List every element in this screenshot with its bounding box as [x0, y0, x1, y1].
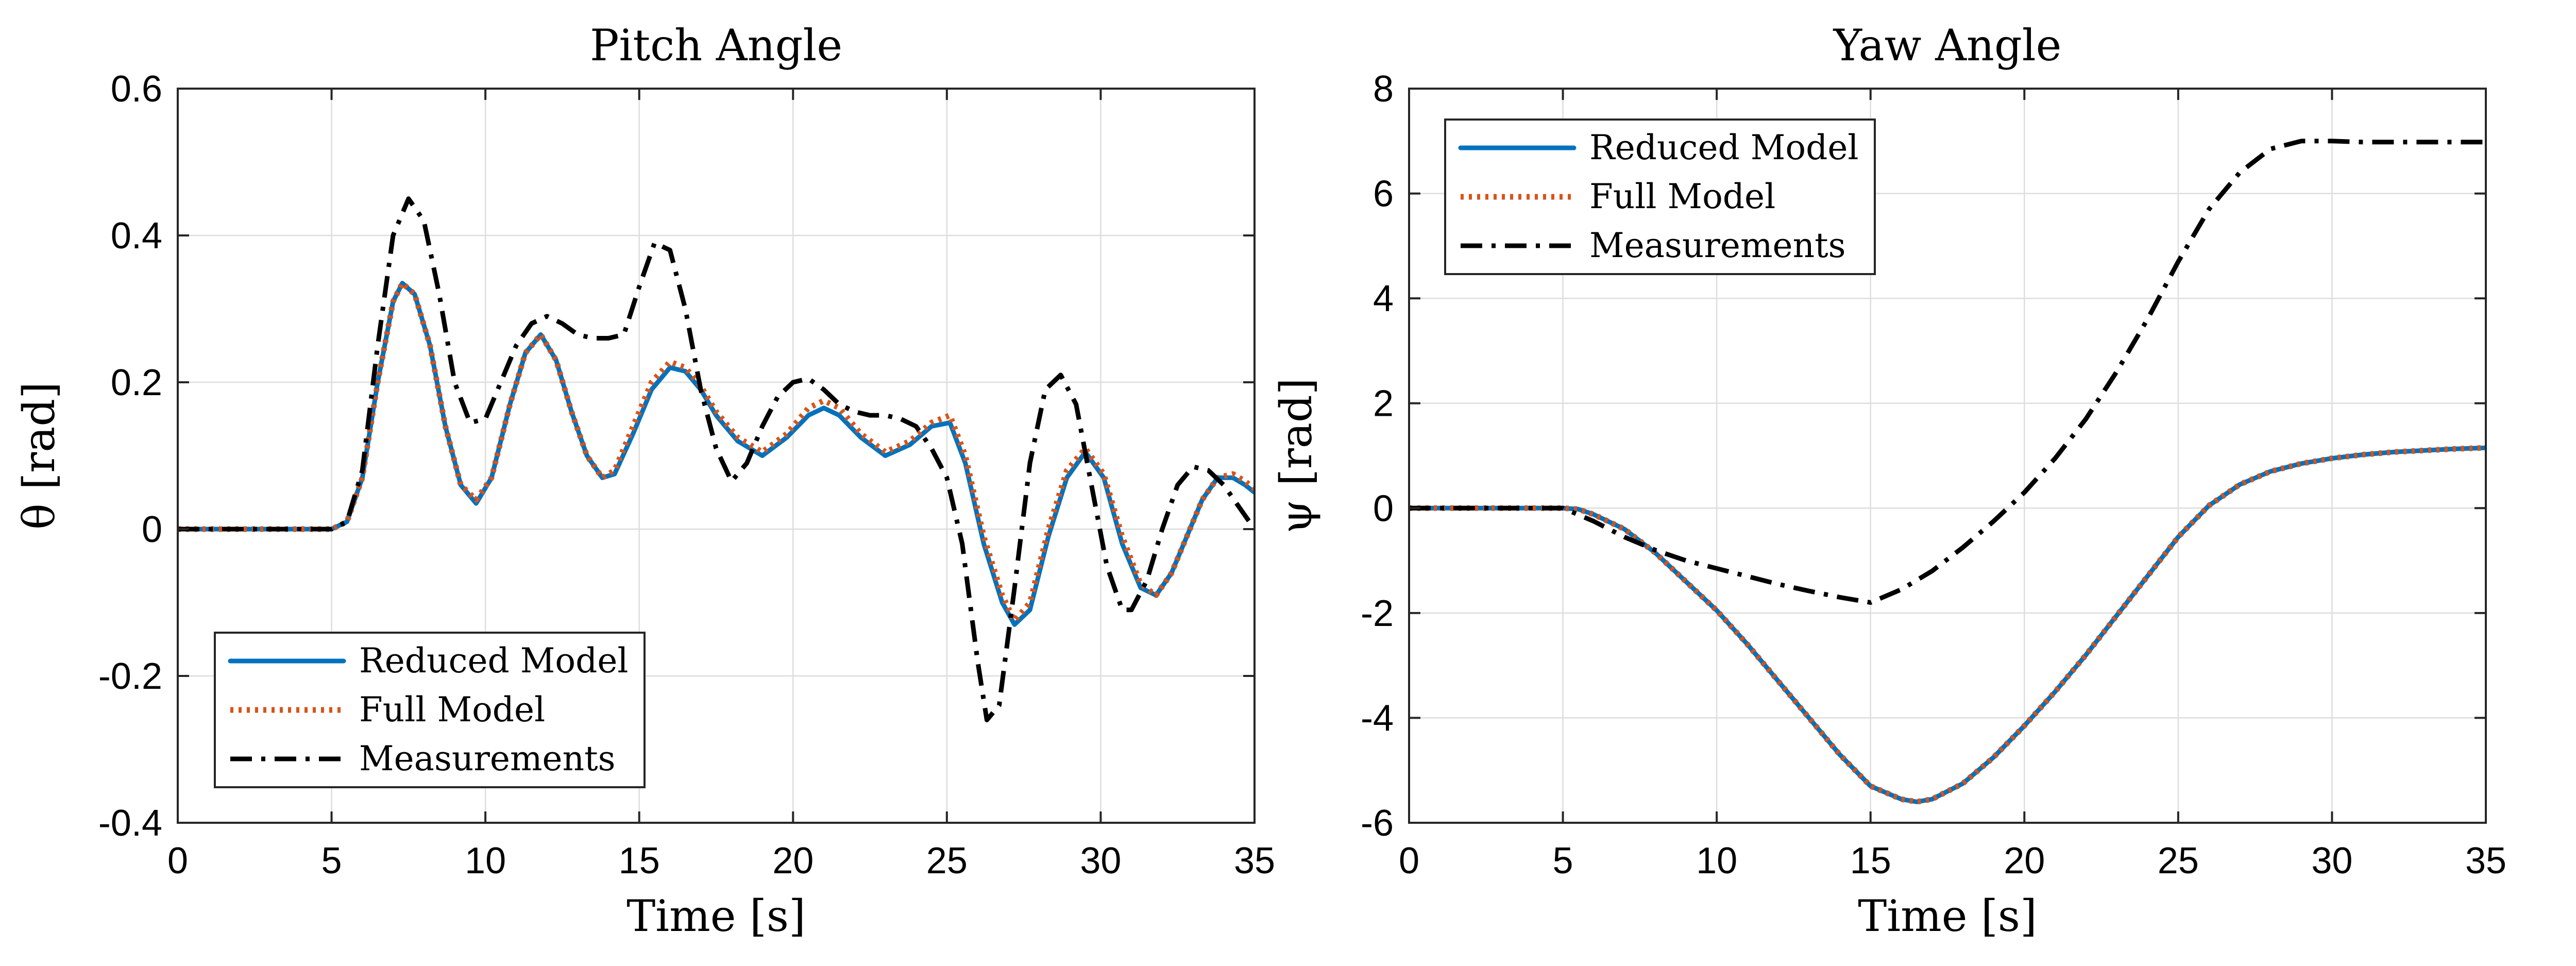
y-tick-label: -0.4 — [98, 803, 162, 844]
x-tick-label: 25 — [926, 840, 968, 882]
x-tick-label: 15 — [1850, 840, 1891, 882]
y-tick-label: -6 — [1361, 803, 1394, 844]
chart-title: Yaw Angle — [1833, 20, 2062, 71]
x-tick-label: 10 — [1696, 840, 1737, 882]
x-tick-label: 0 — [1399, 840, 1419, 882]
legend-box — [214, 632, 646, 788]
y-tick-label: 0 — [142, 509, 162, 550]
x-tick-label: 10 — [465, 840, 506, 882]
y-tick-label: 0.4 — [111, 215, 162, 257]
series-group — [178, 196, 1255, 722]
chart-panel-1: 0 5 10 15 20 25 30 35 -0.4 -0.2 0 0.2 0.4 0.6 Pitch An… — [14, 20, 1275, 941]
y-axis-label: ψ [rad] — [1271, 378, 1321, 533]
y-tick-label: 2 — [1373, 383, 1394, 425]
series-line-measurements — [178, 196, 1255, 722]
x-tick-label: 30 — [1080, 840, 1121, 882]
y-tick-label: 0 — [1373, 488, 1394, 529]
x-tick-label: 20 — [772, 840, 814, 882]
axes-box — [177, 88, 1256, 824]
axes-box — [1408, 88, 2487, 824]
legend-label: Measurements — [1589, 226, 1846, 265]
series-line-reduced-model — [178, 281, 1255, 627]
legend: Reduced Model Full Model Measurements — [1444, 118, 1876, 275]
series-group — [1409, 139, 2486, 805]
legend-label: Reduced Model — [359, 641, 629, 681]
x-axis-label: Time [s] — [1858, 891, 2037, 941]
legend-label: Full Model — [1589, 177, 1775, 216]
x-tick-label: 35 — [2465, 840, 2506, 882]
y-tick-label: 4 — [1373, 278, 1394, 319]
legend-label: Full Model — [359, 690, 545, 730]
x-axis-label: Time [s] — [626, 891, 806, 941]
y-axis-label: θ [rad] — [14, 382, 64, 530]
y-tick-label: 0.6 — [111, 69, 162, 110]
x-tick-label: 5 — [321, 840, 342, 882]
legend-box — [1444, 118, 1876, 275]
x-tick-label: 30 — [2311, 840, 2352, 882]
chart-title: Pitch Angle — [590, 20, 842, 71]
legend: Reduced Model Full Model Measurements — [214, 632, 646, 788]
x-tick-label: 25 — [2158, 840, 2199, 882]
x-tick-label: 20 — [2004, 840, 2045, 882]
x-tick-label: 15 — [619, 840, 660, 882]
x-tick-label: 35 — [1234, 840, 1275, 882]
legend-label: Measurements — [359, 739, 616, 778]
x-tick-label: 5 — [1553, 840, 1573, 882]
y-tick-label: -4 — [1361, 698, 1394, 739]
legend-label: Reduced Model — [1589, 128, 1859, 167]
y-tick-label: 6 — [1373, 174, 1394, 215]
chart-panel-2: 0 5 10 15 20 25 30 35 -6 -4 -2 0 2 4 6 8 Yaw Angle Time [… — [1271, 20, 2506, 941]
y-tick-label: 0.2 — [111, 362, 162, 403]
y-tick-label: -2 — [1361, 593, 1394, 634]
x-tick-label: 0 — [167, 840, 188, 882]
y-tick-label: 8 — [1373, 69, 1394, 110]
series-line-reduced-model — [1409, 445, 2486, 804]
y-tick-label: -0.2 — [98, 656, 162, 697]
